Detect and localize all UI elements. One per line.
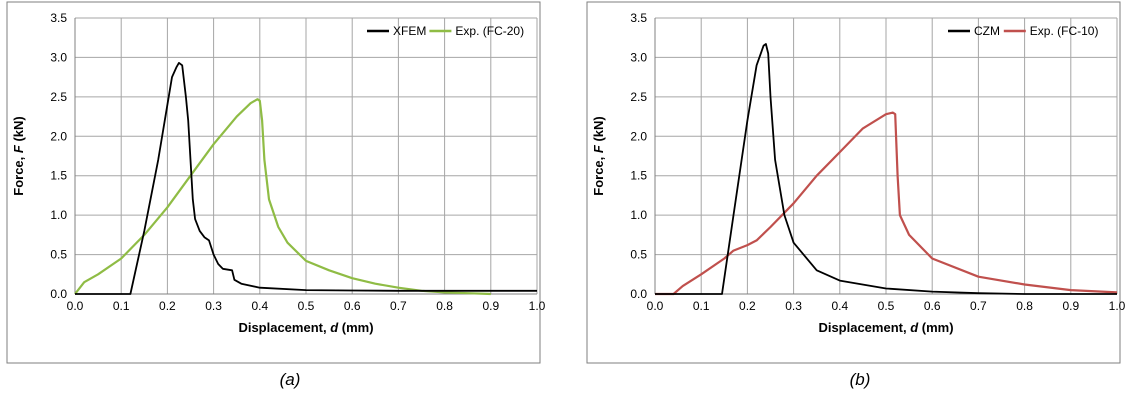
chart-b: 0.0 0.1 0.2 0.3 0.4 0.5 0.6 0.7 0.8 0.9 1.0 0.0 0.5 1…: [586, 1, 1126, 364]
legend-label: CZM: [974, 24, 1000, 38]
x-tick-label: 1.0: [1109, 299, 1126, 313]
x-tick-label: 0.8: [1016, 299, 1033, 313]
x-tick-label: 0.9: [482, 299, 499, 313]
x-tick-label: 0.4: [251, 299, 268, 313]
x-tick-label: 0.1: [113, 299, 130, 313]
x-tick-label: 0.0: [67, 299, 84, 313]
x-axis-title: Displacement, d (mm): [818, 320, 953, 335]
x-tick-label: 0.3: [205, 299, 222, 313]
y-tick-label: 2.5: [50, 90, 67, 104]
x-tick-label: 0.4: [831, 299, 848, 313]
x-tick-label: 0.8: [436, 299, 453, 313]
y-tick-label: 0.5: [630, 248, 647, 262]
y-tick-label: 1.0: [50, 208, 67, 222]
y-tick-label: 1.5: [50, 169, 67, 183]
chart-frame: [6, 1, 541, 364]
chart-panel-a: 0.0 0.1 0.2 0.3 0.4 0.5 0.6 0.7 0.8 0.9 1.0 0.0 0.5 1…: [0, 0, 547, 370]
y-tick-label: 2.0: [50, 129, 67, 143]
legend-label: Exp. (FC-10): [1030, 24, 1099, 38]
chart-frame: [586, 1, 1121, 364]
x-tick-label: 0.9: [1062, 299, 1079, 313]
x-tick-label: 1.0: [529, 299, 546, 313]
x-tick-label: 0.5: [298, 299, 315, 313]
series-line-exp-fc-20: [74, 98, 491, 296]
legend-label: Exp. (FC-20): [455, 24, 524, 38]
y-tick-label: 0.0: [630, 287, 647, 301]
y-tick-label: 3.5: [630, 11, 647, 25]
y-tick-label: 0.5: [50, 248, 67, 262]
chart-panel-b: 0.0 0.1 0.2 0.3 0.4 0.5 0.6 0.7 0.8 0.9 1.0 0.0 0.5 1…: [580, 0, 1127, 370]
caption-b: (b): [849, 370, 871, 389]
caption-a: (a): [279, 370, 301, 389]
y-tick-label: 2.0: [630, 129, 647, 143]
series-line-czm: [655, 43, 1117, 295]
x-tick-label: 0.1: [693, 299, 710, 313]
chart-a: 0.0 0.1 0.2 0.3 0.4 0.5 0.6 0.7 0.8 0.9 1.0 0.0 0.5 1…: [6, 1, 546, 364]
x-tick-label: 0.2: [739, 299, 756, 313]
x-tick-label: 0.7: [390, 299, 407, 313]
x-tick-label: 0.3: [785, 299, 802, 313]
x-tick-label: 0.2: [159, 299, 176, 313]
y-tick-label: 0.0: [50, 287, 67, 301]
y-tick-label: 3.0: [50, 50, 67, 64]
y-tick-label: 1.5: [630, 169, 647, 183]
x-tick-label: 0.0: [647, 299, 664, 313]
y-axis-title: Force, F (kN): [11, 116, 26, 195]
y-axis-title: Force, F (kN): [591, 116, 606, 195]
legend-label: XFEM: [393, 24, 426, 38]
y-tick-label: 3.5: [50, 11, 67, 25]
x-tick-label: 0.6: [344, 299, 361, 313]
y-tick-label: 1.0: [630, 208, 647, 222]
x-axis-title: Displacement, d (mm): [238, 320, 373, 335]
x-tick-label: 0.7: [970, 299, 987, 313]
y-tick-label: 3.0: [630, 50, 647, 64]
x-tick-label: 0.5: [878, 299, 895, 313]
series-line-xfem: [75, 62, 537, 295]
series-line-exp-fc-10: [655, 111, 1118, 296]
y-tick-label: 2.5: [630, 90, 647, 104]
x-tick-label: 0.6: [924, 299, 941, 313]
